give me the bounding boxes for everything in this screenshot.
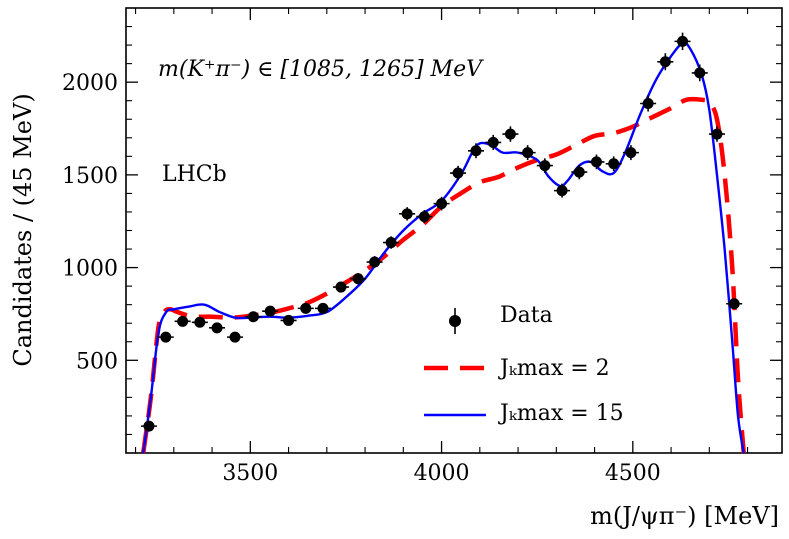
data-point	[416, 209, 433, 224]
data-point	[622, 145, 639, 161]
mass-range-annotation: m(K⁺π⁻) ∈ [1085, 1265] MeV	[158, 57, 484, 82]
lhcb-label: LHCb	[162, 162, 227, 187]
legend: Data Jₖmax = 2 Jₖmax = 15	[424, 303, 624, 426]
data-point	[554, 183, 571, 198]
data-point	[383, 236, 400, 249]
data-points	[140, 32, 743, 432]
line-jmax-15	[142, 41, 745, 454]
data-point	[433, 196, 450, 211]
y-tick-label: 2000	[62, 71, 118, 96]
legend-label-jmax-15: Jₖmax = 15	[498, 401, 624, 426]
data-point	[450, 165, 467, 181]
data-point	[674, 32, 691, 51]
x-tick-label: 3500	[222, 461, 278, 486]
data-point	[157, 331, 174, 343]
data-point	[174, 315, 191, 327]
data-point	[536, 158, 553, 173]
line-jmax-2	[140, 96, 746, 454]
data-point	[366, 256, 383, 268]
x-axis-title: m(J/ψπ⁻) [MeV]	[590, 502, 779, 530]
data-point	[140, 420, 157, 432]
data-point	[399, 207, 416, 221]
legend-label-jmax-2: Jₖmax = 2	[498, 356, 610, 381]
data-point	[227, 331, 244, 343]
data-point	[280, 314, 297, 326]
plot-area	[140, 32, 746, 454]
data-point	[467, 143, 484, 159]
legend-data-marker	[449, 308, 461, 334]
data-point	[332, 281, 349, 293]
data-point	[314, 302, 331, 314]
data-point	[209, 322, 226, 334]
axis-ticks	[126, 8, 782, 453]
legend-label-data: Data	[500, 303, 553, 328]
data-point	[519, 145, 536, 161]
axis-tick-labels: 3500 4000 4500 500 1000 1500 2000	[62, 71, 661, 486]
y-tick-label: 500	[76, 349, 118, 374]
x-tick-label: 4500	[605, 461, 661, 486]
data-point	[708, 126, 725, 142]
data-point	[262, 305, 279, 317]
data-point	[657, 53, 674, 71]
data-point	[297, 302, 314, 314]
y-tick-label: 1500	[62, 164, 118, 189]
data-point	[502, 126, 519, 142]
data-point	[691, 64, 708, 82]
x-tick-label: 4000	[414, 461, 470, 486]
data-point	[350, 273, 367, 285]
data-point	[245, 311, 262, 323]
data-point	[588, 154, 605, 170]
data-point	[571, 164, 588, 180]
data-point	[191, 316, 208, 328]
data-point	[605, 156, 622, 172]
y-axis-title: Candidates / (45 MeV)	[9, 93, 37, 366]
y-tick-label: 1000	[62, 257, 118, 282]
data-point	[640, 95, 657, 112]
data-point	[485, 134, 502, 151]
data-point	[726, 298, 743, 310]
